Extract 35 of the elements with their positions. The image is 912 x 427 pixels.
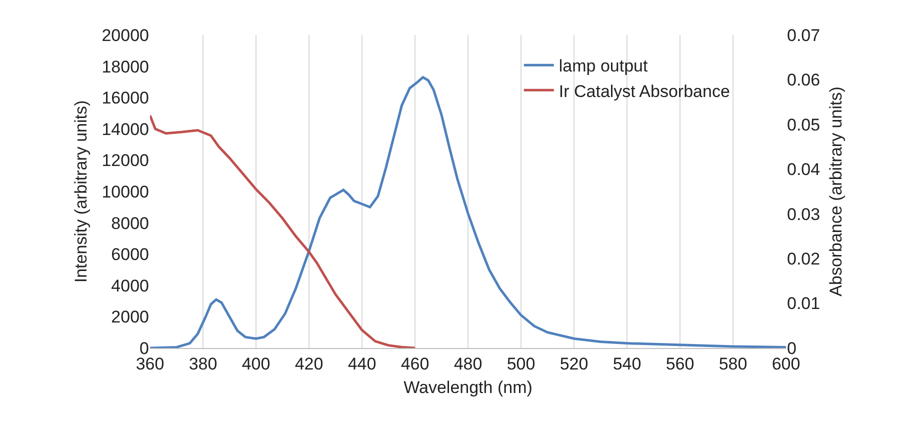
- y2-tick-label: 0.04: [787, 160, 820, 180]
- y-tick-label: 20000: [102, 26, 149, 45]
- y2-tick-label: 0.07: [787, 26, 820, 45]
- y-tick-label: 8000: [111, 214, 149, 233]
- line-series: [150, 114, 416, 348]
- x-tick-label: 460: [400, 354, 430, 374]
- y-tick-label: 10000: [102, 182, 149, 202]
- y-tick-label: 2000: [111, 308, 149, 327]
- x-tick-label: 380: [188, 354, 218, 374]
- y-tick-label: 18000: [102, 57, 149, 76]
- x-tick-label: 420: [294, 354, 324, 374]
- x-tick-label: 520: [560, 354, 588, 374]
- legend-label: Ir Catalyst Absorbance: [558, 82, 730, 101]
- y2-tick-label: 0.01: [787, 294, 820, 314]
- y-tick-label: 16000: [102, 88, 149, 108]
- y2-tick-label: 0.02: [787, 250, 820, 269]
- x-tick-label: 560: [666, 354, 694, 374]
- y2-tick-label: 0.05: [787, 115, 820, 134]
- y-tick-label: 14000: [102, 120, 149, 139]
- y-tick-label: 12000: [102, 151, 149, 170]
- x-tick-label: 440: [348, 354, 376, 374]
- y-tick-label: 4000: [111, 276, 149, 296]
- y2-tick-label: 0.03: [787, 204, 820, 224]
- x-axis-title: Wavelength (nm): [404, 378, 532, 397]
- x-tick-label: 500: [506, 354, 536, 374]
- legend-label: lamp output: [558, 56, 648, 76]
- y2-tick-label: 0.06: [787, 70, 820, 90]
- y-tick-label: 6000: [111, 245, 149, 264]
- x-tick-label: 400: [242, 354, 270, 374]
- line-series: [150, 76, 786, 348]
- x-tick-label: 540: [612, 354, 642, 374]
- y-axis-title: Intensity (arbitrary units): [71, 100, 90, 283]
- x-tick-label: 580: [718, 354, 748, 374]
- x-tick-label: 480: [454, 354, 482, 374]
- y2-axis-title: Absorbance (arbitrary units): [826, 86, 846, 296]
